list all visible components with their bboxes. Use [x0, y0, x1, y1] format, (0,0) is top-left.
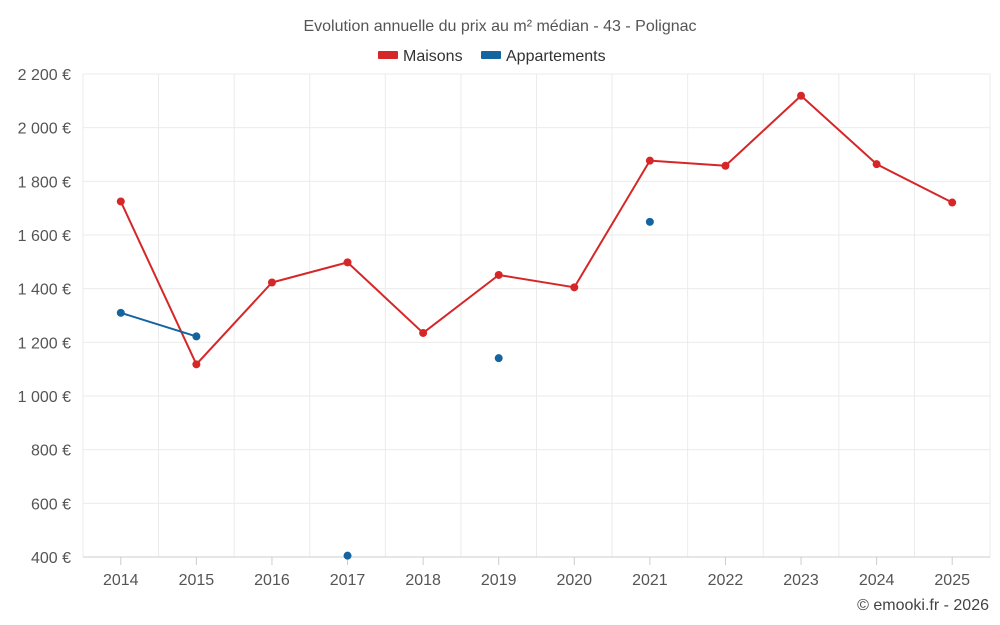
data-point-appartements[interactable]	[192, 332, 201, 341]
legend-label-appartements: Appartements	[506, 48, 606, 65]
x-tick-label: 2023	[783, 572, 819, 589]
credit-text: © emooki.fr - 2026	[857, 597, 989, 614]
data-point-maisons[interactable]	[116, 197, 125, 206]
legend-swatch-appartements	[481, 51, 501, 59]
series	[116, 91, 957, 560]
y-tick-label: 400 €	[31, 550, 71, 567]
y-tick-label: 1 400 €	[18, 282, 71, 299]
data-point-appartements[interactable]	[343, 551, 352, 560]
x-tick-label: 2018	[405, 572, 441, 589]
legend-item-appartements[interactable]: Appartements	[481, 48, 606, 65]
data-point-maisons[interactable]	[797, 91, 806, 100]
legend-swatch-maisons	[378, 51, 398, 59]
data-point-maisons[interactable]	[419, 328, 428, 337]
y-tick-label: 2 200 €	[18, 67, 71, 84]
y-tick-label: 800 €	[31, 443, 71, 460]
y-tick-label: 2 000 €	[18, 121, 71, 138]
x-tick-label: 2025	[934, 572, 970, 589]
data-point-maisons[interactable]	[343, 258, 352, 267]
data-point-appartements[interactable]	[116, 308, 125, 317]
y-tick-label: 1 000 €	[18, 389, 71, 406]
grid	[82, 73, 991, 558]
x-tick-label: 2020	[556, 572, 592, 589]
x-tick-label: 2022	[708, 572, 744, 589]
y-tick-label: 1 800 €	[18, 174, 71, 191]
x-tick-label: 2016	[254, 572, 290, 589]
y-tick-label: 1 600 €	[18, 228, 71, 245]
data-point-appartements[interactable]	[494, 354, 503, 363]
legend-label-maisons: Maisons	[403, 48, 463, 65]
x-tick-label: 2019	[481, 572, 517, 589]
data-point-appartements[interactable]	[645, 217, 654, 226]
data-point-maisons[interactable]	[494, 270, 503, 279]
chart-title: Evolution annuelle du prix au m² médian …	[303, 18, 696, 35]
data-point-maisons[interactable]	[267, 278, 276, 287]
x-tick-label: 2014	[103, 572, 139, 589]
x-tick-label: 2017	[330, 572, 366, 589]
data-point-maisons[interactable]	[948, 198, 957, 207]
x-tick-label: 2021	[632, 572, 668, 589]
legend: Maisons Appartements	[378, 48, 606, 65]
x-tick-label: 2024	[859, 572, 895, 589]
axes: 400 € 600 € 800 € 1 000 € 1 200 € 1 400 € 1 60…	[18, 67, 990, 589]
data-point-maisons[interactable]	[645, 156, 654, 165]
y-tick-label: 1 200 €	[18, 335, 71, 352]
series-line-maisons	[119, 94, 953, 366]
series-line-appartements	[120, 311, 197, 338]
x-tick-label: 2015	[179, 572, 215, 589]
data-point-maisons[interactable]	[721, 161, 730, 170]
data-point-maisons[interactable]	[570, 283, 579, 292]
y-tick-label: 600 €	[31, 496, 71, 513]
legend-item-maisons[interactable]: Maisons	[378, 48, 463, 65]
data-point-maisons[interactable]	[872, 160, 881, 169]
series-maisons	[116, 91, 957, 369]
series-appartements	[116, 217, 654, 560]
data-point-maisons[interactable]	[192, 360, 201, 369]
